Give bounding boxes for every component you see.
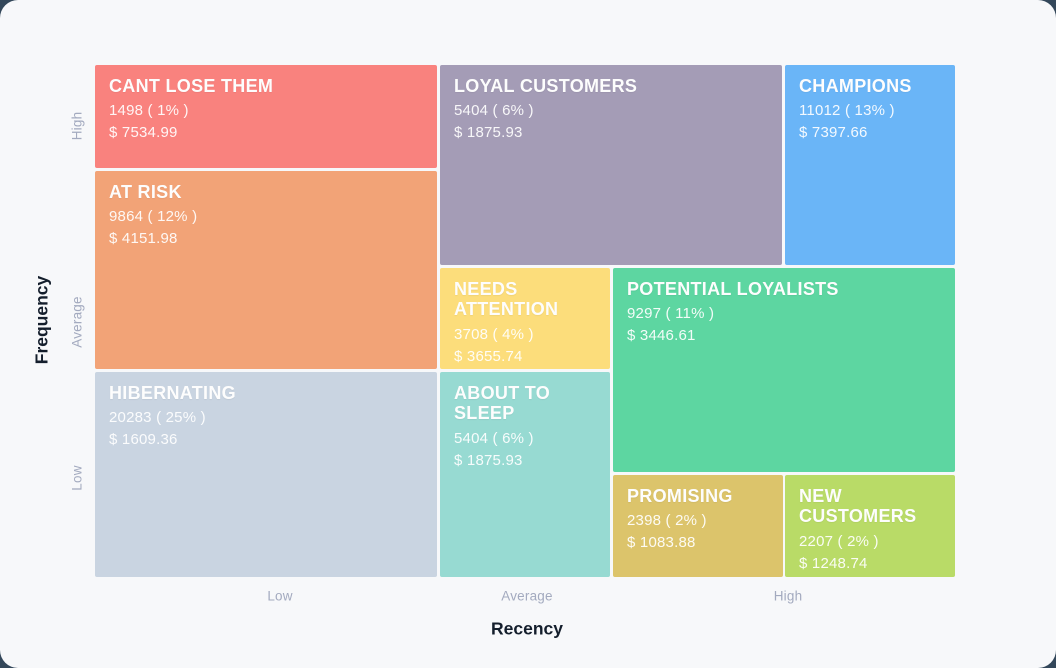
segment-new-customers[interactable]: NEW CUSTOMERS 2207 ( 2% ) $ 1248.74 (785, 475, 955, 577)
x-axis-tick-low: Low (267, 588, 293, 604)
segment-needs-attention[interactable]: NEEDS ATTENTION 3708 ( 4% ) $ 3655.74 (440, 268, 610, 369)
segment-loyal-customers[interactable]: LOYAL CUSTOMERS 5404 ( 6% ) $ 1875.93 (440, 65, 782, 265)
segment-monetary: $ 3446.61 (627, 327, 696, 345)
segment-count: 3708 ( 4% ) (454, 325, 534, 343)
segment-count: 9297 ( 11% ) (627, 305, 715, 323)
segment-monetary: $ 7397.66 (799, 124, 868, 142)
segment-champions[interactable]: CHAMPIONS 11012 ( 13% ) $ 7397.66 (785, 65, 955, 265)
segment-monetary: $ 3655.74 (454, 347, 523, 365)
segment-cant-lose-them[interactable]: CANT LOSE THEM 1498 ( 1% ) $ 7534.99 (95, 65, 437, 168)
segment-count: 20283 ( 25% ) (109, 409, 206, 427)
segment-monetary: $ 1609.36 (109, 431, 178, 449)
segment-title: CANT LOSE THEM (109, 76, 274, 96)
segment-title: CHAMPIONS (799, 76, 912, 96)
segment-hibernating[interactable]: HIBERNATING 20283 ( 25% ) $ 1609.36 (95, 372, 437, 577)
segment-monetary: $ 1875.93 (454, 451, 523, 469)
segment-monetary: $ 7534.99 (109, 124, 178, 142)
segment-promising[interactable]: PROMISING 2398 ( 2% ) $ 1083.88 (613, 475, 783, 577)
segment-title: PROMISING (627, 486, 733, 506)
segment-count: 1498 ( 1% ) (109, 102, 189, 120)
segment-monetary: $ 1875.93 (454, 124, 523, 142)
segment-title: HIBERNATING (109, 383, 236, 403)
segment-at-risk[interactable]: AT RISK 9864 ( 12% ) $ 4151.98 (95, 171, 437, 369)
segment-count: 2398 ( 2% ) (627, 512, 707, 530)
segment-title: LOYAL CUSTOMERS (454, 76, 638, 96)
segment-about-to-sleep[interactable]: ABOUT TO SLEEP 5404 ( 6% ) $ 1875.93 (440, 372, 610, 577)
segment-monetary: $ 4151.98 (109, 230, 178, 248)
segment-title: AT RISK (109, 182, 182, 202)
segment-title: ABOUT TO SLEEP (454, 383, 551, 424)
segment-potential-loyalists[interactable]: POTENTIAL LOYALISTS 9297 ( 11% ) $ 3446.61 (613, 268, 955, 472)
segment-count: 2207 ( 2% ) (799, 532, 879, 550)
segment-monetary: $ 1083.88 (627, 534, 696, 552)
segment-monetary: $ 1248.74 (799, 554, 868, 572)
segment-count: 11012 ( 13% ) (799, 102, 895, 120)
segment-title: NEEDS ATTENTION (454, 279, 559, 320)
x-axis-tick-high: High (773, 588, 803, 604)
x-axis-title: Recency (491, 618, 563, 639)
segment-count: 9864 ( 12% ) (109, 208, 198, 226)
segment-title: NEW CUSTOMERS (799, 486, 917, 527)
segment-title: POTENTIAL LOYALISTS (627, 279, 839, 299)
segment-count: 5404 ( 6% ) (454, 102, 534, 120)
segment-count: 5404 ( 6% ) (454, 429, 534, 447)
x-axis-tick-average: Average (501, 588, 553, 604)
